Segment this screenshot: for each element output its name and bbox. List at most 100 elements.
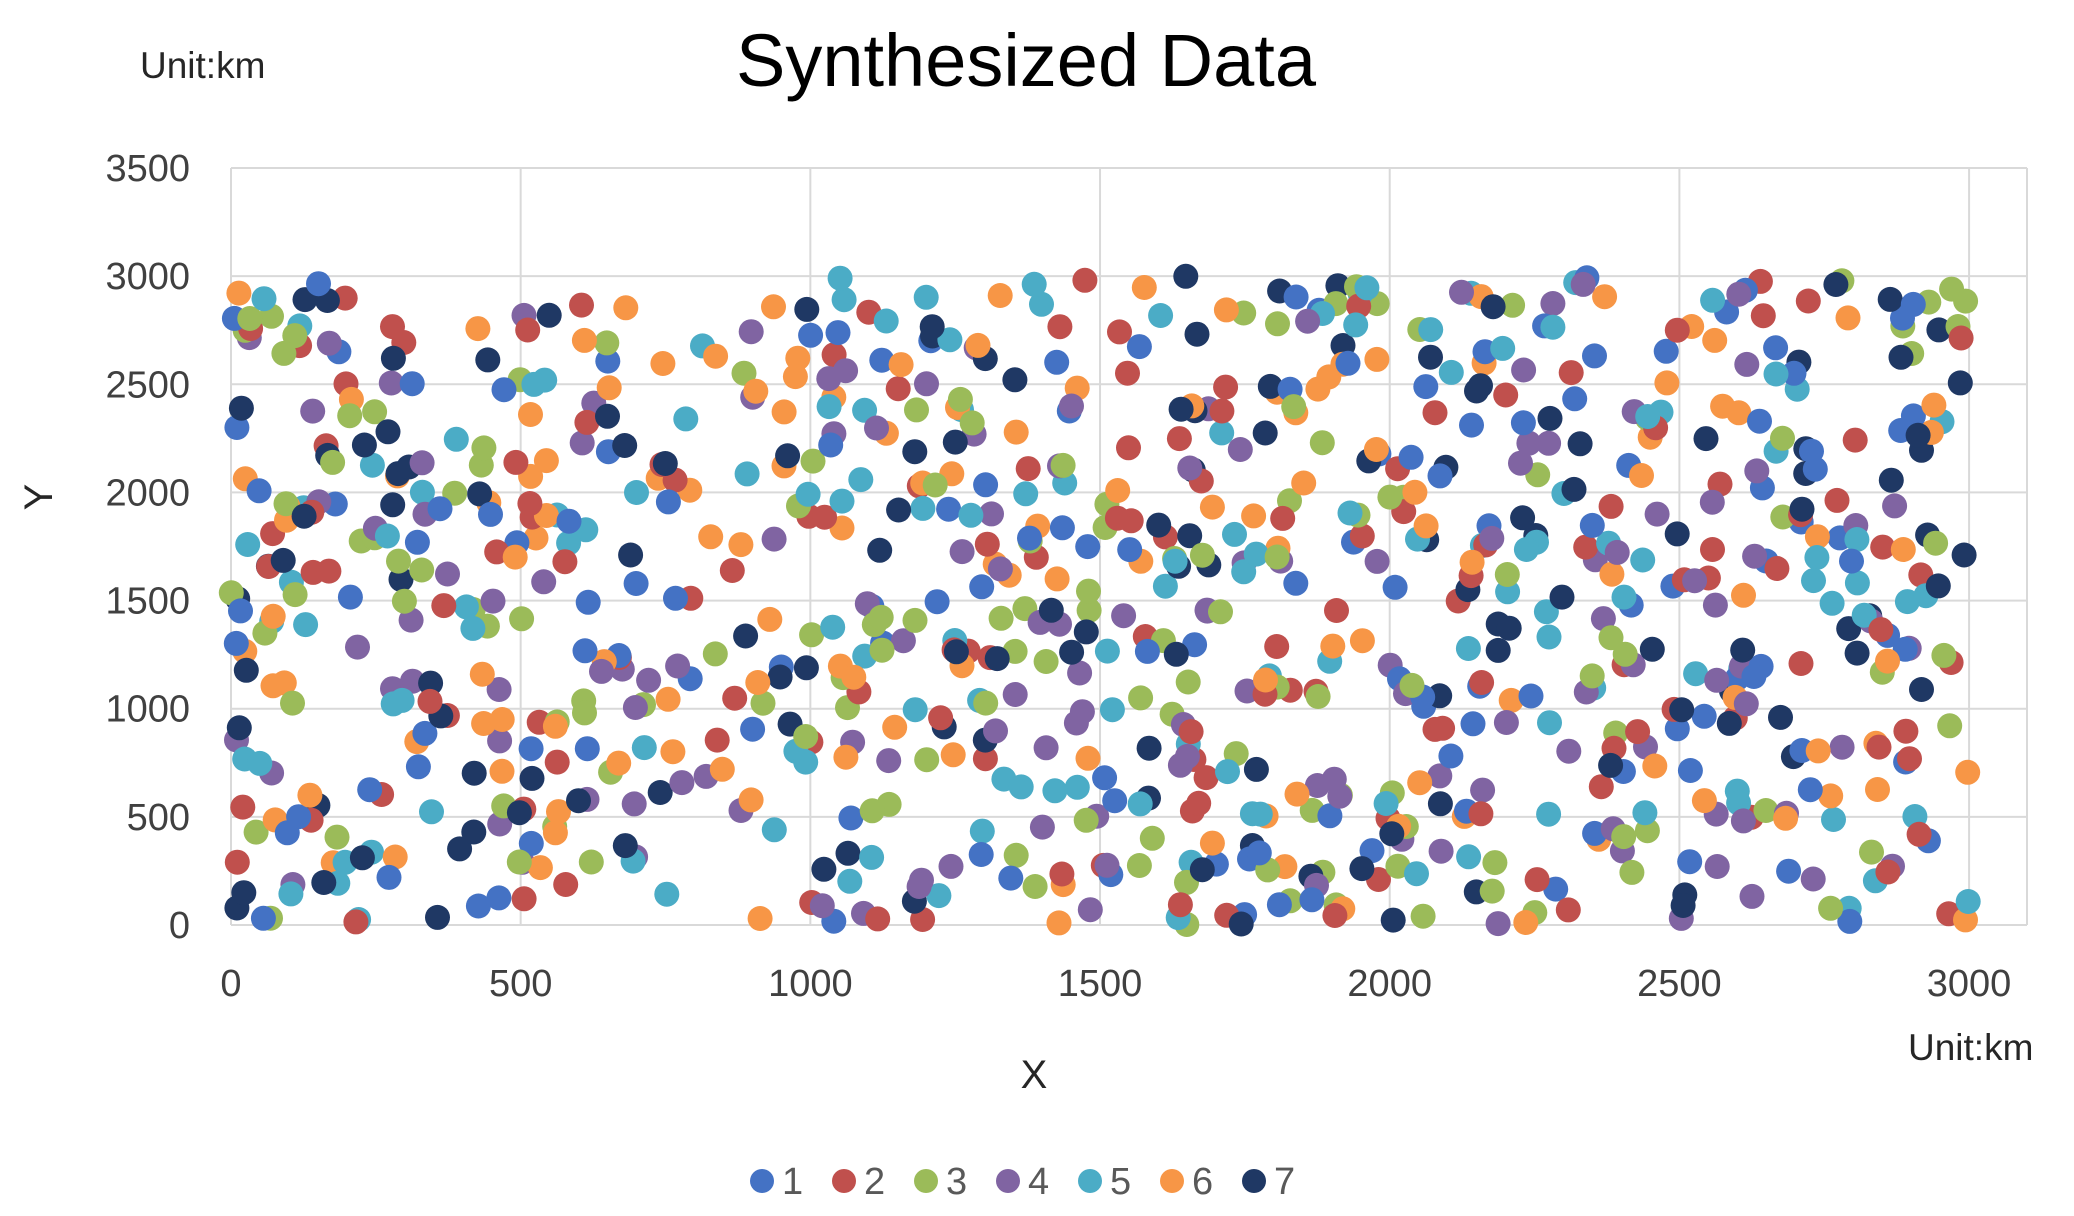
data-point-series-6	[613, 295, 639, 321]
data-point-series-1	[1427, 463, 1453, 489]
data-point-series-2	[928, 705, 954, 731]
data-point-series-1	[1044, 349, 1070, 375]
data-point-series-1	[998, 865, 1024, 891]
data-point-series-4	[1744, 458, 1770, 484]
data-point-series-3	[1953, 288, 1979, 314]
data-point-series-2	[503, 449, 529, 475]
data-point-series-5	[969, 818, 995, 844]
data-point-series-7	[380, 345, 406, 371]
data-point-series-5	[1337, 500, 1363, 526]
data-point-series-2	[1750, 303, 1776, 329]
y-unit-label: Unit:km	[140, 45, 265, 86]
data-point-series-2	[1178, 719, 1204, 745]
data-point-series-4	[1295, 308, 1321, 334]
data-point-series-5	[1763, 361, 1789, 387]
data-point-series-5	[913, 284, 939, 310]
data-point-series-2	[1625, 719, 1651, 745]
data-point-series-3	[280, 690, 305, 716]
data-point-series-5	[1632, 800, 1658, 826]
data-point-series-1	[1049, 515, 1075, 541]
legend-marker	[1242, 1169, 1266, 1193]
data-point-series-1	[427, 496, 453, 522]
data-point-series-2	[1115, 360, 1140, 386]
data-point-series-7	[942, 429, 968, 455]
data-point-series-6	[940, 742, 966, 768]
data-point-series-4	[316, 330, 342, 356]
data-point-series-4	[1556, 738, 1582, 764]
data-point-series-5	[1099, 697, 1125, 723]
y-tick-label: 0	[169, 905, 190, 947]
data-point-series-4	[1604, 539, 1630, 565]
data-point-series-3	[1931, 642, 1957, 668]
data-point-series-1	[572, 638, 598, 664]
data-point-series-1	[486, 885, 512, 911]
data-point-series-7	[231, 880, 257, 906]
data-point-series-2	[1664, 317, 1690, 343]
data-point-series-5	[1630, 547, 1656, 573]
data-point-series-2	[552, 549, 578, 575]
data-point-series-3	[1076, 597, 1102, 623]
data-point-series-7	[1670, 893, 1696, 918]
x-tick-label: 0	[220, 963, 241, 1005]
data-point-series-4	[1644, 501, 1670, 527]
data-point-series-3	[859, 798, 885, 824]
data-point-series-1	[869, 347, 895, 373]
data-point-series-4	[906, 874, 932, 899]
data-point-series-5	[556, 530, 582, 556]
legend-marker	[996, 1169, 1020, 1193]
data-point-series-7	[1349, 856, 1375, 882]
data-point-series-6	[1629, 463, 1654, 488]
data-point-series-6	[1213, 297, 1239, 323]
data-point-series-1	[1579, 512, 1605, 538]
data-point-series-6	[1105, 478, 1131, 503]
data-point-series-1	[1283, 284, 1309, 310]
data-point-series-6	[703, 343, 729, 369]
data-point-series-3	[1126, 853, 1152, 878]
data-point-series-3	[1264, 544, 1290, 570]
data-point-series-1	[491, 377, 517, 403]
data-point-series-7	[1567, 431, 1593, 457]
data-point-series-6	[747, 906, 773, 931]
data-point-series-1	[1781, 360, 1807, 386]
data-point-series-3	[1619, 859, 1645, 885]
data-point-series-6	[1131, 275, 1157, 300]
data-point-series-6	[471, 711, 497, 736]
data-point-series-4	[1067, 660, 1093, 686]
data-point-series-5	[1209, 420, 1235, 446]
data-point-series-7	[1905, 422, 1931, 448]
data-point-series-5	[1029, 291, 1054, 317]
data-point-series-1	[798, 322, 824, 348]
data-point-series-3	[1399, 672, 1425, 698]
data-point-series-4	[983, 718, 1008, 744]
data-point-series-7	[1789, 496, 1815, 522]
y-tick-label: 500	[127, 797, 190, 839]
data-point-series-7	[1073, 619, 1099, 645]
data-point-series-1	[1438, 743, 1464, 769]
data-point-series-2	[704, 727, 730, 753]
data-point-series-3	[506, 849, 532, 875]
data-point-series-7	[612, 433, 638, 458]
data-point-series-1	[1460, 711, 1486, 737]
data-point-series-6	[1702, 327, 1728, 353]
data-point-series-1	[518, 736, 544, 762]
data-point-series-5	[1404, 861, 1429, 887]
data-point-series-3	[337, 403, 363, 429]
data-point-series-7	[506, 800, 532, 826]
data-point-series-4	[816, 366, 842, 392]
legend-marker	[832, 1169, 856, 1193]
data-point-series-2	[1788, 651, 1814, 676]
data-point-series-7	[1664, 521, 1690, 547]
data-point-series-7	[652, 451, 678, 476]
data-point-series-5	[958, 502, 984, 528]
data-point-series-7	[1693, 426, 1719, 452]
data-point-series-7	[1173, 263, 1199, 289]
data-point-series-1	[246, 478, 272, 504]
data-point-series-5	[926, 883, 952, 909]
data-point-series-2	[343, 909, 369, 935]
data-point-series-1	[1182, 632, 1208, 658]
data-point-series-3	[243, 819, 269, 845]
data-point-series-3	[1050, 452, 1076, 478]
data-point-series-6	[489, 758, 515, 784]
data-point-series-3	[904, 397, 929, 423]
data-point-series-7	[1002, 367, 1028, 393]
